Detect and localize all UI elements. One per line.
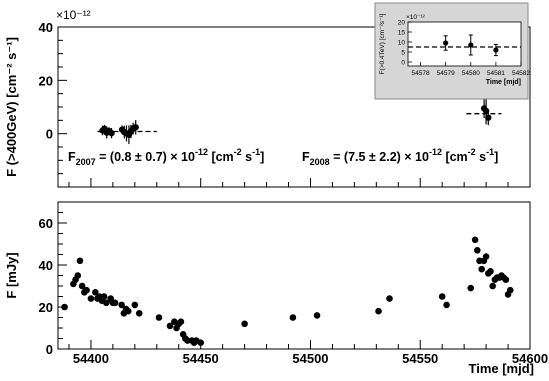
bottom-data-point <box>78 282 86 290</box>
inset-data-point <box>493 47 499 53</box>
top-y-tick-label: 20 <box>39 73 53 88</box>
bottom-x-tick-label: 54500 <box>292 351 328 366</box>
bottom-data-point <box>386 295 393 302</box>
top-y-axis-label: F (>400GeV) [cm⁻² s⁻¹] <box>4 37 19 177</box>
bottom-data-point <box>135 310 143 317</box>
bottom-y-tick-label: 20 <box>39 300 53 315</box>
top-fit-annotation: F2008 = (7.5 ± 2.2) × 10-12 [cm-2 s-1] <box>302 147 498 167</box>
bottom-x-tick-label: 54550 <box>402 351 438 366</box>
bottom-data-point <box>471 236 479 244</box>
bottom-data-point <box>102 299 110 307</box>
bottom-x-tick-label: 54450 <box>183 351 219 366</box>
bottom-data-point <box>83 286 90 294</box>
annotation-unit-end-superscript: -1 <box>486 147 494 157</box>
inset-y-tick-label: 0 <box>401 60 405 67</box>
inset-y-tick-label: 5 <box>401 50 405 57</box>
inset-x-axis-label: Time [mjd] <box>486 79 521 86</box>
bottom-data-point <box>482 253 490 260</box>
bottom-y-tick-label: 40 <box>39 258 53 273</box>
bottom-data-point <box>92 289 99 296</box>
annotation-superscript: -12 <box>195 147 208 157</box>
annotation-subscript: 2007 <box>76 157 96 167</box>
inset-data-point <box>468 42 474 48</box>
top-y-tick-label: 40 <box>39 20 53 35</box>
bottom-data-point <box>61 303 68 311</box>
bottom-data-point <box>76 257 84 265</box>
bottom-data-point <box>87 295 95 302</box>
annotation-unit: [cm <box>442 150 468 164</box>
annotation-unit-superscript: -2 <box>234 147 242 157</box>
inset-panel: 0 5 10 15 20 54578 54579 54580 54581 54582 ×10⁻¹² T… <box>374 2 530 100</box>
inset-x-tick-label: 54582 <box>512 70 530 77</box>
inset-x-tick-label: 54578 <box>412 70 430 77</box>
bottom-data-point <box>313 312 321 319</box>
inset-y-tick-label: 15 <box>398 30 406 37</box>
inset-plot-frame <box>407 21 522 67</box>
annotation-unit: [cm <box>208 150 234 164</box>
annotation-unit-end: s <box>476 150 486 164</box>
top-y-scale-label: ×10⁻¹² <box>56 8 91 22</box>
bottom-data-point <box>111 299 119 307</box>
bottom-data-point <box>438 293 446 300</box>
bottom-data-point <box>155 314 163 321</box>
bottom-x-tick-label: 54400 <box>73 351 109 366</box>
inset-data-point <box>443 40 449 46</box>
bottom-x-axis-label: Time [mjd] <box>469 361 535 376</box>
annotation-base: F <box>302 150 310 164</box>
bottom-data-point <box>489 282 496 290</box>
bottom-data-point <box>443 301 450 309</box>
bottom-data-point <box>375 307 382 315</box>
inset-x-tick-label: 54579 <box>437 70 455 77</box>
top-data-point <box>485 114 492 121</box>
bottom-data-point <box>177 318 185 326</box>
bottom-data-point <box>241 320 248 328</box>
annotation-unit-end: s <box>242 150 252 164</box>
inset-y-axis-label: F(>0.4TeV) [cm⁻²s⁻¹] <box>379 13 386 74</box>
bottom-data-point <box>289 314 297 321</box>
bottom-data-point <box>118 301 125 309</box>
annotation-base: F <box>68 150 76 164</box>
bottom-data-point <box>197 339 204 347</box>
annotation-unit-superscript: -2 <box>468 147 476 157</box>
bottom-data-point <box>467 284 475 292</box>
annotation-unit-end-superscript: -1 <box>252 147 260 157</box>
bottom-data-point <box>74 272 82 279</box>
bottom-data-point <box>474 247 481 254</box>
bottom-data-point <box>131 301 139 309</box>
bottom-data-point <box>502 276 510 284</box>
bottom-data-point <box>124 307 132 315</box>
bottom-data-point <box>478 265 486 273</box>
annotation-close: ] <box>494 150 498 164</box>
bottom-y-axis-label: F [mJy] <box>4 252 19 298</box>
top-y-tick-label: 0 <box>46 127 53 142</box>
inset-y-tick-label: 20 <box>398 20 406 27</box>
bottom-y-tick-label: 0 <box>46 342 53 357</box>
top-fit-annotation: F2007 = (0.8 ± 0.7) × 10-12 [cm-2 s-1] <box>68 147 264 167</box>
top-data-point <box>132 124 139 131</box>
annotation-text: = (0.8 ± 0.7) × 10 <box>96 150 195 164</box>
bottom-data-point <box>487 268 494 275</box>
top-data-point <box>108 129 115 137</box>
inset-x-tick-label: 54581 <box>487 70 505 77</box>
bottom-data-point <box>166 322 174 330</box>
bottom-y-tick-label: 60 <box>39 216 53 231</box>
bottom-x-tick-label: 54600 <box>512 351 548 366</box>
bottom-data-point <box>100 293 108 300</box>
inset-y-scale-label: ×10⁻¹² <box>406 14 426 21</box>
annotation-close: ] <box>260 150 264 164</box>
annotation-subscript: 2008 <box>310 157 330 167</box>
radio-panel: 0 20 40 60 54400 54450 54500 54550 54600 F [mJy] T… <box>4 201 548 376</box>
annotation-text: = (7.5 ± 2.2) × 10 <box>330 150 429 164</box>
annotation-superscript: -12 <box>429 147 442 157</box>
inset-y-tick-label: 10 <box>398 40 406 47</box>
bottom-data-point <box>506 286 514 294</box>
inset-x-tick-label: 54580 <box>462 70 480 77</box>
